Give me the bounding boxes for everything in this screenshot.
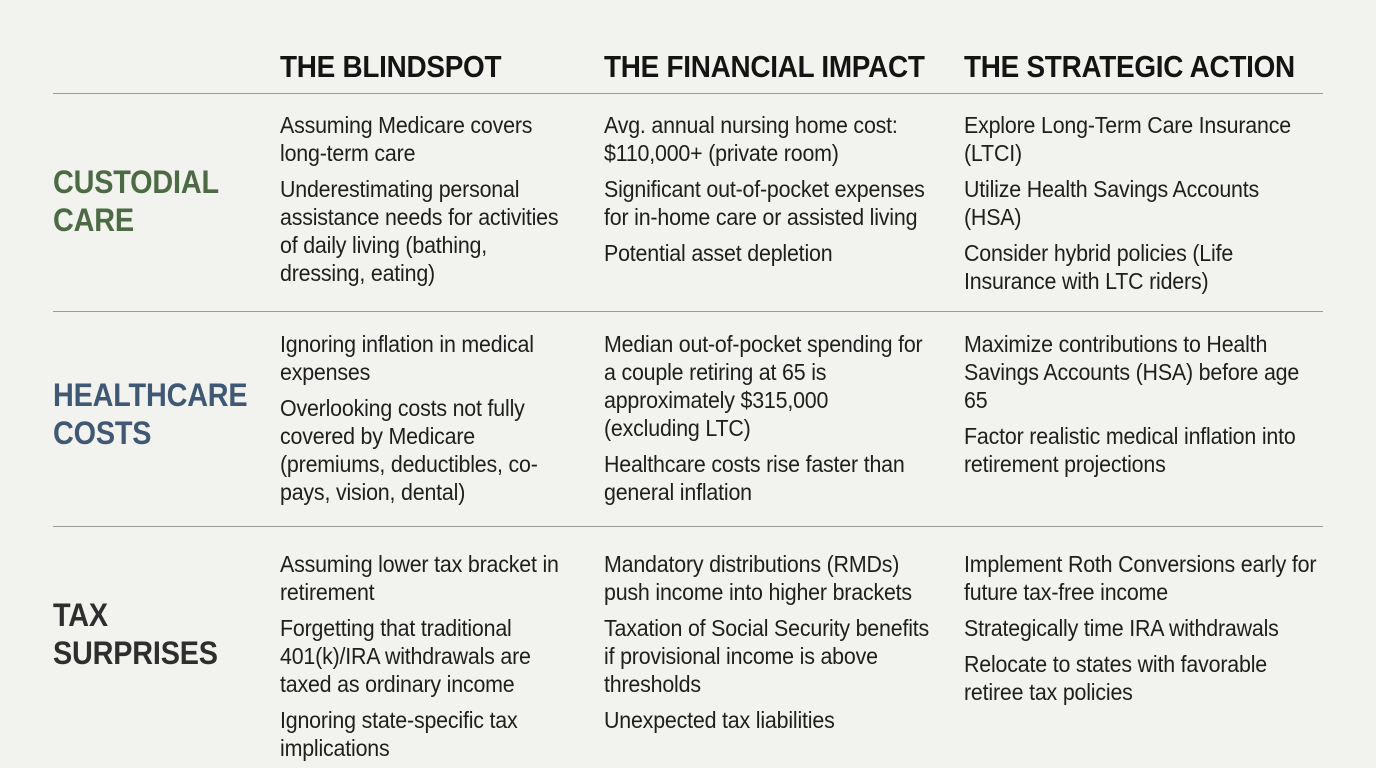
list-item: Ignoring inflation in medical expenses [280,331,534,385]
cell-custodial-blindspot: Assuming Medicare covers long-term care … [280,111,598,295]
list-item: Maximize contributions to Health Savings… [964,331,1300,413]
list-item: Factor realistic medical inflation into … [964,423,1296,477]
list-item: Assuming Medicare covers long-term care [280,112,533,166]
list-item: Explore Long-Term Care Insurance (LTCI) [964,112,1291,166]
list-item: Ignoring state-specific tax implications [280,707,518,761]
cell-tax-action: Implement Roth Conversions early for fut… [964,550,1344,714]
cell-custodial-action: Explore Long-Term Care Insurance (LTCI) … [964,111,1344,303]
list-item: Potential asset depletion [604,240,833,266]
row-label-line: TAX [53,597,108,633]
list-item: Significant out-of-pocket expenses for i… [604,176,925,230]
list-item: Strategically time IRA withdrawals [964,615,1279,641]
row-label-line: CARE [53,202,134,238]
list-item: Consider hybrid policies (Life Insurance… [964,240,1234,294]
row-label-line: SURPRISES [53,635,218,671]
row-divider [53,526,1323,527]
header-blindspot: THE BLINDSPOT [280,49,502,84]
row-label-custodial-care: CUSTODIAL CARE [53,163,219,239]
cell-healthcare-action: Maximize contributions to Health Savings… [964,330,1344,486]
list-item: Unexpected tax liabilities [604,707,835,733]
row-label-healthcare-costs: HEALTHCARE COSTS [53,376,248,452]
cell-tax-blindspot: Assuming lower tax bracket in retirement… [280,550,598,768]
row-label-line: CUSTODIAL [53,164,219,200]
header-financial-impact: THE FINANCIAL IMPACT [604,49,925,84]
list-item: Healthcare costs rise faster than genera… [604,451,905,505]
row-label-line: COSTS [53,415,152,451]
row-divider [53,311,1323,312]
cell-custodial-impact: Avg. annual nursing home cost: $110,000+… [604,111,954,275]
list-item: Underestimating personal assistance need… [280,176,559,286]
list-item: Forgetting that traditional 401(k)/IRA w… [280,615,531,697]
list-item: Median out-of-pocket spending for a coup… [604,331,923,441]
header-strategic-action: THE STRATEGIC ACTION [964,49,1295,84]
list-item: Relocate to states with favorable retire… [964,651,1268,705]
cell-healthcare-blindspot: Ignoring inflation in medical expenses O… [280,330,598,514]
row-label-line: HEALTHCARE [53,377,248,413]
list-item: Assuming lower tax bracket in retirement [280,551,559,605]
row-label-tax-surprises: TAX SURPRISES [53,596,218,672]
list-item: Taxation of Social Security benefits if … [604,615,930,697]
cell-healthcare-impact: Median out-of-pocket spending for a coup… [604,330,954,514]
cell-tax-impact: Mandatory distributions (RMDs) push inco… [604,550,954,742]
list-item: Overlooking costs not fully covered by M… [280,395,538,505]
list-item: Utilize Health Savings Accounts (HSA) [964,176,1260,230]
list-item: Avg. annual nursing home cost: $110,000+… [604,112,898,166]
list-item: Mandatory distributions (RMDs) push inco… [604,551,912,605]
header-divider [53,93,1323,94]
list-item: Implement Roth Conversions early for fut… [964,551,1317,605]
